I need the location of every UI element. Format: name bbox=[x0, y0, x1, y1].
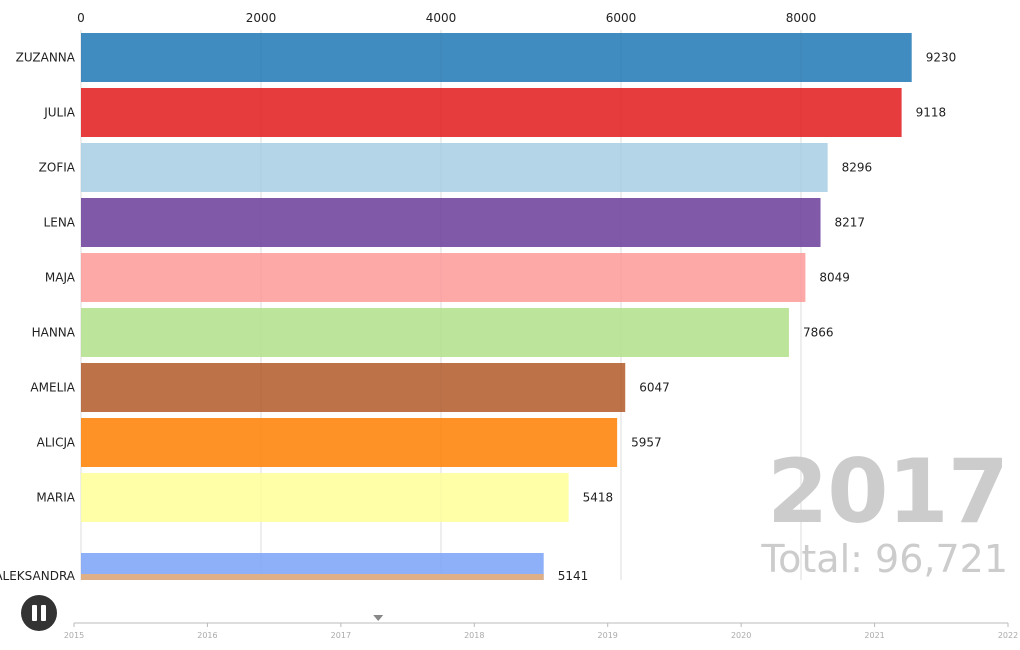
category-label: LENA bbox=[44, 216, 76, 230]
bar bbox=[81, 473, 569, 522]
x-tick-label: 6000 bbox=[606, 11, 637, 25]
bar bbox=[81, 253, 806, 302]
category-label: AMELIA bbox=[30, 381, 75, 395]
bar-labels: ZUZANNA 9230 JULIA 9118 ZOFIA 8296 LENA 8217 MAJ… bbox=[0, 51, 957, 583]
current-year-label: 2017 bbox=[767, 440, 1009, 543]
x-tick-label: 4000 bbox=[426, 11, 457, 25]
value-label: 8296 bbox=[842, 161, 873, 175]
value-label: 6047 bbox=[639, 381, 670, 395]
timeline-label: 2021 bbox=[864, 631, 884, 640]
timeline-marker bbox=[373, 615, 384, 621]
timeline-label: 2017 bbox=[331, 631, 351, 640]
value-label: 9230 bbox=[926, 51, 957, 65]
total-label: Total: 96,721 bbox=[761, 540, 1008, 578]
value-label: 5957 bbox=[631, 436, 662, 450]
bars bbox=[81, 33, 912, 580]
x-axis: 0 2000 4000 6000 8000 bbox=[77, 11, 816, 25]
x-tick-label: 0 bbox=[77, 11, 85, 25]
category-label: HANNA bbox=[32, 326, 76, 340]
value-label: 8217 bbox=[835, 216, 866, 230]
total-value: 96,721 bbox=[875, 537, 1008, 581]
category-label: ALEKSANDRA bbox=[0, 569, 76, 583]
timeline-label: 2020 bbox=[731, 631, 751, 640]
total-prefix: Total: bbox=[761, 537, 876, 581]
timeline-label: 2022 bbox=[998, 631, 1018, 640]
bar bbox=[81, 33, 912, 82]
value-label: 7866 bbox=[803, 326, 834, 340]
bar bbox=[81, 198, 821, 247]
bar bbox=[81, 308, 789, 357]
bar-chart: 0 2000 4000 6000 8000 ZUZANNA 9230 JULIA 9118 ZO… bbox=[0, 11, 957, 583]
bar bbox=[81, 574, 544, 580]
value-label: 5141 bbox=[558, 569, 589, 583]
bar bbox=[81, 363, 626, 412]
timeline-label: 2019 bbox=[598, 631, 618, 640]
x-tick-label: 2000 bbox=[246, 11, 277, 25]
category-label: MARIA bbox=[36, 491, 75, 505]
x-tick-label: 8000 bbox=[786, 11, 817, 25]
category-label: ZUZANNA bbox=[16, 51, 76, 65]
labels-clip-group: ZUZANNA 9230 JULIA 9118 ZOFIA 8296 LENA 8217 MAJ… bbox=[0, 51, 957, 583]
category-label: ALICJA bbox=[37, 436, 76, 450]
play-pause-button[interactable] bbox=[21, 595, 57, 631]
pause-icon bbox=[21, 595, 57, 631]
timeline-label: 2018 bbox=[464, 631, 484, 640]
value-label: 8049 bbox=[819, 271, 850, 285]
category-label: MAJA bbox=[45, 271, 76, 285]
timeline-label: 2016 bbox=[197, 631, 217, 640]
bars-clip-group bbox=[81, 33, 912, 580]
bar bbox=[81, 143, 828, 192]
bar bbox=[81, 418, 618, 467]
timeline-slider[interactable]: 2015 2016 2017 2018 2019 2020 2021 2022 bbox=[0, 600, 1020, 650]
category-label: JULIA bbox=[43, 106, 76, 120]
value-label: 9118 bbox=[916, 106, 947, 120]
value-label: 5418 bbox=[583, 491, 614, 505]
category-label: ZOFIA bbox=[39, 161, 76, 175]
bar bbox=[81, 88, 902, 137]
timeline-label: 2015 bbox=[64, 631, 84, 640]
